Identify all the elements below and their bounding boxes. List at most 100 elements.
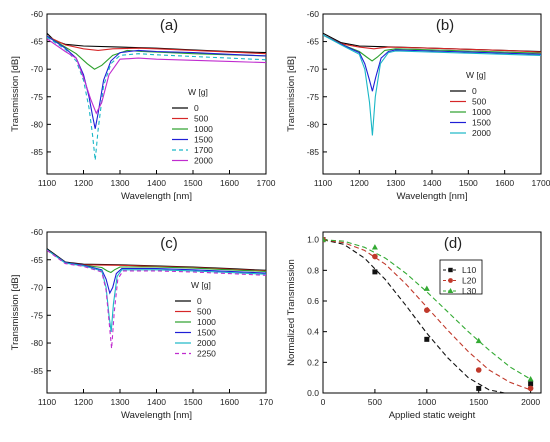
data-point-L30 [371,244,378,250]
x-tick-label: 1400 [423,178,442,188]
series-line-500 [47,35,266,55]
x-tick-label: 1200 [350,178,369,188]
x-tick-label: 500 [368,397,382,407]
y-tick-label: -80 [31,119,44,129]
x-tick-label: 1300 [386,178,405,188]
data-point-L30 [475,337,482,344]
x-axis-label: Wavelength [nm] [121,410,192,421]
legend-label: 2000 [197,338,216,348]
x-tick-label: 1400 [147,178,166,188]
series-line-0 [47,32,266,54]
x-tick-label: 1500 [184,397,203,407]
x-tick-label: 1700 [257,178,276,188]
y-tick-label: -80 [307,119,320,129]
x-tick-label: 170 [259,397,273,407]
x-tick-label: 1600 [495,178,514,188]
x-tick-label: 1500 [184,178,203,188]
x-tick-label: 1300 [111,178,130,188]
legend-label: 1500 [194,135,213,145]
legend-label: 1000 [472,107,491,117]
x-tick-label: 1100 [38,397,57,407]
panel-a: 1100 1200 1300 1400 1500 1600 1700 -60 -65 -70 -75… [10,9,276,202]
series-line-1500 [47,249,266,295]
legend-label: 1000 [197,317,216,327]
y-tick-label: -85 [307,147,320,157]
data-point-L10 [528,381,534,387]
legend-marker-L10 [448,267,453,273]
legend-label: L10 [462,265,476,275]
plot-frame [46,231,267,394]
y-tick-label: -65 [307,37,320,47]
y-axis-label: Transmission [dB] [10,275,21,351]
series-line-1000 [47,35,266,70]
fit-curve-L20 [323,239,531,391]
x-tick-label: 1000 [417,397,436,407]
x-tick-label: 1600 [220,397,239,407]
plot-frame [46,13,267,175]
series-line-1500 [323,34,541,92]
x-axis-label: Wavelength [nm] [121,191,192,202]
data-point-L30 [323,236,326,242]
x-tick-label: 0 [321,397,326,407]
series-line-500 [323,34,541,53]
x-tick-label: 1500 [459,178,478,188]
panel-label: (b) [436,17,454,34]
legend-label: 1500 [197,328,216,338]
plot-frame [322,231,542,394]
y-tick-label: -65 [31,37,44,47]
plot-area [323,236,534,393]
series-line-0 [323,32,541,53]
y-axis-label: Normalized Transmission [286,259,297,366]
x-axis-label: Applied static weight [389,410,476,421]
data-point-L10 [372,269,378,275]
legend-label: L20 [462,276,476,286]
y-tick-label: -70 [307,64,320,74]
legend-label: 1700 [194,145,213,155]
legend-label: 1500 [472,118,491,128]
legend-label: 0 [194,103,199,113]
y-tick-label: 0.2 [307,357,319,367]
series-line-2000 [323,34,541,136]
plot-area [47,248,266,349]
panel-b: 1100 1200 1300 1400 1500 1600 1700 -60 -65 -70 -75… [286,9,550,202]
data-point-L30 [527,376,534,382]
x-tick-label: 1100 [38,178,57,188]
y-tick-label: -70 [31,64,44,74]
panel-c: 1100 1200 1300 1400 1500 1600 170 -60 -65 -70 -75 -… [10,227,273,421]
legend-label: 2250 [197,349,216,359]
series-line-2000 [47,38,266,115]
data-point-L20 [372,253,378,260]
legend-label: 500 [194,114,208,124]
panel-label: (a) [160,17,178,34]
x-axis-label: Wavelength [nm] [397,191,468,202]
series-line-1500 [47,35,266,129]
legend-label: 0 [472,86,477,96]
x-tick-label: 1200 [74,178,93,188]
legend-box [439,259,483,295]
legend-marker-L30 [447,288,454,293]
y-tick-label: -80 [31,338,44,348]
plot-area [47,32,266,161]
data-point-L20 [527,385,534,392]
y-tick-label: -75 [31,92,44,102]
fit-curve-L30 [323,239,531,380]
series-line-2000 [47,249,266,332]
y-tick-label: -85 [31,147,44,157]
x-tick-label: 1600 [220,178,239,188]
x-tick-label: 1500 [469,397,488,407]
y-tick-label: -85 [31,366,44,376]
y-axis-label: Transmission [dB] [10,56,21,132]
series-line-2250 [47,249,266,349]
y-tick-label: 0.4 [307,327,319,337]
panel-d: 0 500 1000 1500 2000 0.0 0.2 0.4 0.6 0.8 1.0 Applie… [286,231,542,421]
y-tick-label: -70 [31,283,44,293]
series-line-1000 [323,34,541,62]
x-tick-label: 1700 [532,178,550,188]
legend-label: 2000 [472,128,491,138]
legend-label: 2000 [194,156,213,166]
data-point-L20 [424,307,430,314]
y-tick-label: -60 [307,9,320,19]
plot-frame [322,13,542,175]
y-tick-label: -60 [31,227,44,237]
